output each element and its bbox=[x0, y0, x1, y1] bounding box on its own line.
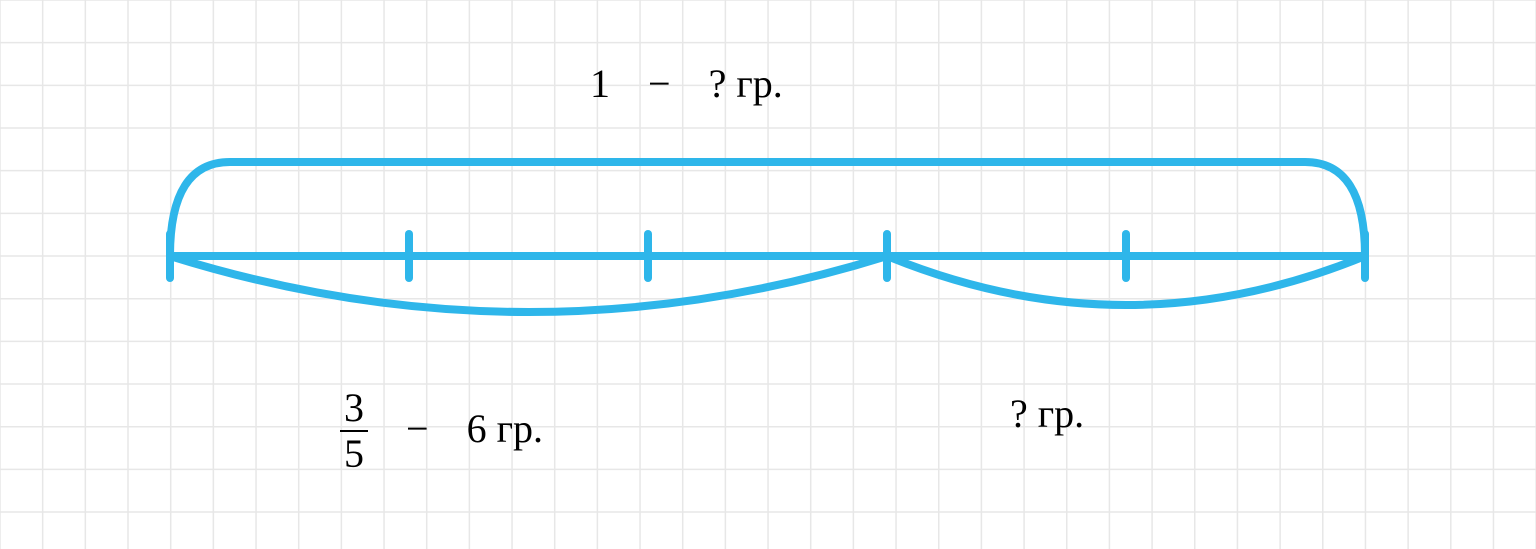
bottom-left-suffix: 6 гр. bbox=[467, 406, 543, 451]
canvas: 1 − ? гр. 3 5 − 6 гр. ? гр. bbox=[0, 0, 1536, 549]
top-label-suffix: ? гр. bbox=[709, 61, 783, 106]
top-label-one: 1 bbox=[590, 61, 610, 106]
bottom-left-dash: − bbox=[406, 406, 429, 451]
bottom-right-text: ? гр. bbox=[1010, 391, 1084, 436]
top-label: 1 − ? гр. bbox=[590, 60, 783, 107]
bottom-left-label: 3 5 − 6 гр. bbox=[340, 390, 543, 476]
fraction-denominator: 5 bbox=[340, 430, 368, 474]
fraction: 3 5 bbox=[340, 388, 368, 474]
bottom-right-label: ? гр. bbox=[1010, 390, 1084, 437]
fraction-numerator: 3 bbox=[340, 388, 368, 430]
top-label-dash: − bbox=[648, 61, 671, 106]
